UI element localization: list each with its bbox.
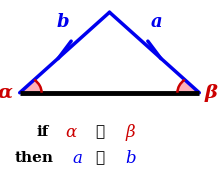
Text: a: a <box>151 13 162 31</box>
Text: b: b <box>56 13 69 31</box>
Text: then: then <box>14 151 53 165</box>
Text: β: β <box>205 84 218 102</box>
Text: ≅: ≅ <box>95 151 104 165</box>
Text: if: if <box>37 125 49 139</box>
Wedge shape <box>177 80 199 93</box>
Text: β: β <box>125 124 135 141</box>
Text: a: a <box>73 150 83 167</box>
Text: α: α <box>65 124 77 141</box>
Text: b: b <box>125 150 136 167</box>
Text: ≅: ≅ <box>95 125 104 139</box>
Text: α: α <box>0 84 13 102</box>
Wedge shape <box>20 80 42 93</box>
